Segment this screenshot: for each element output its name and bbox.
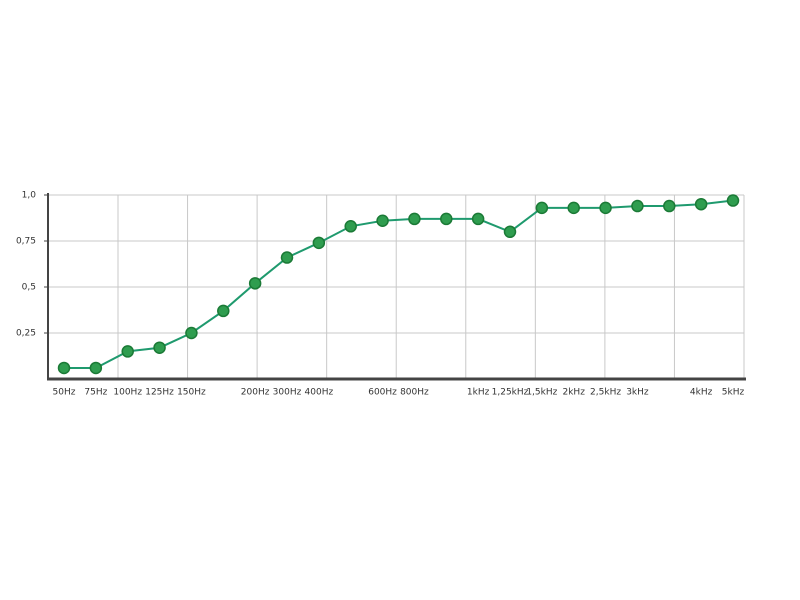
point bbox=[89, 361, 103, 375]
point bbox=[376, 214, 389, 228]
point bbox=[217, 304, 230, 318]
point bbox=[440, 212, 453, 226]
x-tick-label: 150Hz bbox=[177, 388, 206, 398]
x-tick-label: 75Hz bbox=[84, 388, 107, 398]
x-tick-label: 3kHz bbox=[626, 388, 649, 398]
point bbox=[631, 199, 644, 213]
point bbox=[599, 201, 612, 215]
point bbox=[312, 236, 326, 250]
x-tick-label: 1,25kHz bbox=[492, 388, 529, 398]
y-tick-label: 0,25 bbox=[16, 329, 36, 339]
point bbox=[663, 199, 676, 213]
point bbox=[280, 251, 294, 264]
x-tick-label: 400Hz bbox=[305, 388, 334, 398]
x-tick-label: 200Hz bbox=[241, 388, 270, 398]
point bbox=[535, 201, 549, 215]
y-tick-label: 0,75 bbox=[16, 237, 36, 247]
point bbox=[471, 212, 485, 226]
point bbox=[344, 220, 357, 233]
point bbox=[185, 326, 198, 340]
x-tick-label: 100Hz bbox=[113, 388, 142, 398]
x-tick-label: 125Hz bbox=[145, 388, 174, 398]
point bbox=[408, 212, 421, 226]
x-tick-label: 4kHz bbox=[690, 388, 713, 398]
point bbox=[57, 361, 71, 375]
point bbox=[567, 201, 580, 215]
point bbox=[503, 225, 517, 239]
x-tick-label: 50Hz bbox=[53, 388, 76, 398]
y-tick-label: 1,0 bbox=[22, 191, 37, 201]
x-tick-label: 1kHz bbox=[467, 388, 490, 398]
x-tick-label: 800Hz bbox=[400, 388, 429, 398]
x-tick-label: 2,5kHz bbox=[590, 388, 621, 398]
point bbox=[726, 194, 740, 207]
point bbox=[153, 341, 166, 354]
x-tick-label: 5kHz bbox=[722, 388, 745, 398]
point bbox=[121, 345, 134, 358]
x-tick-label: 300Hz bbox=[273, 388, 302, 398]
x-tick-label: 2kHz bbox=[562, 388, 585, 398]
x-tick-label: 600Hz bbox=[368, 388, 397, 398]
line bbox=[64, 199, 734, 369]
point bbox=[694, 197, 708, 211]
point bbox=[248, 277, 262, 290]
x-tick-label: 1,5kHz bbox=[526, 388, 557, 398]
y-tick-label: 0,5 bbox=[22, 283, 36, 293]
